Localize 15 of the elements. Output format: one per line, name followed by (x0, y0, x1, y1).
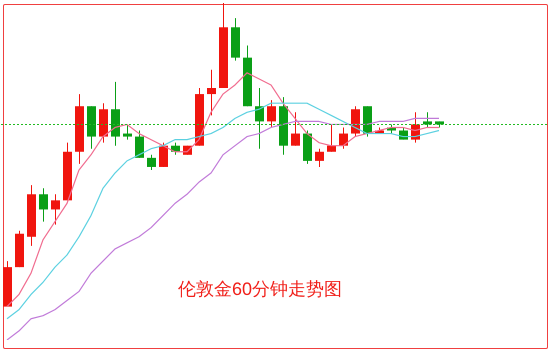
candlestick (291, 112, 300, 146)
candlestick (147, 154, 156, 170)
candlestick (423, 112, 432, 128)
candlestick (123, 124, 132, 140)
candlestick (135, 130, 144, 158)
text: 伦敦金60分钟走势图 (176, 278, 344, 301)
candlestick (207, 69, 216, 116)
candlestick (255, 88, 264, 150)
candlestick (39, 188, 48, 222)
candlestick (339, 126, 348, 150)
candlestick (327, 124, 336, 152)
candlestick (315, 148, 324, 168)
candlestick (267, 100, 276, 128)
candlestick (51, 194, 60, 226)
candlestick (159, 142, 168, 168)
